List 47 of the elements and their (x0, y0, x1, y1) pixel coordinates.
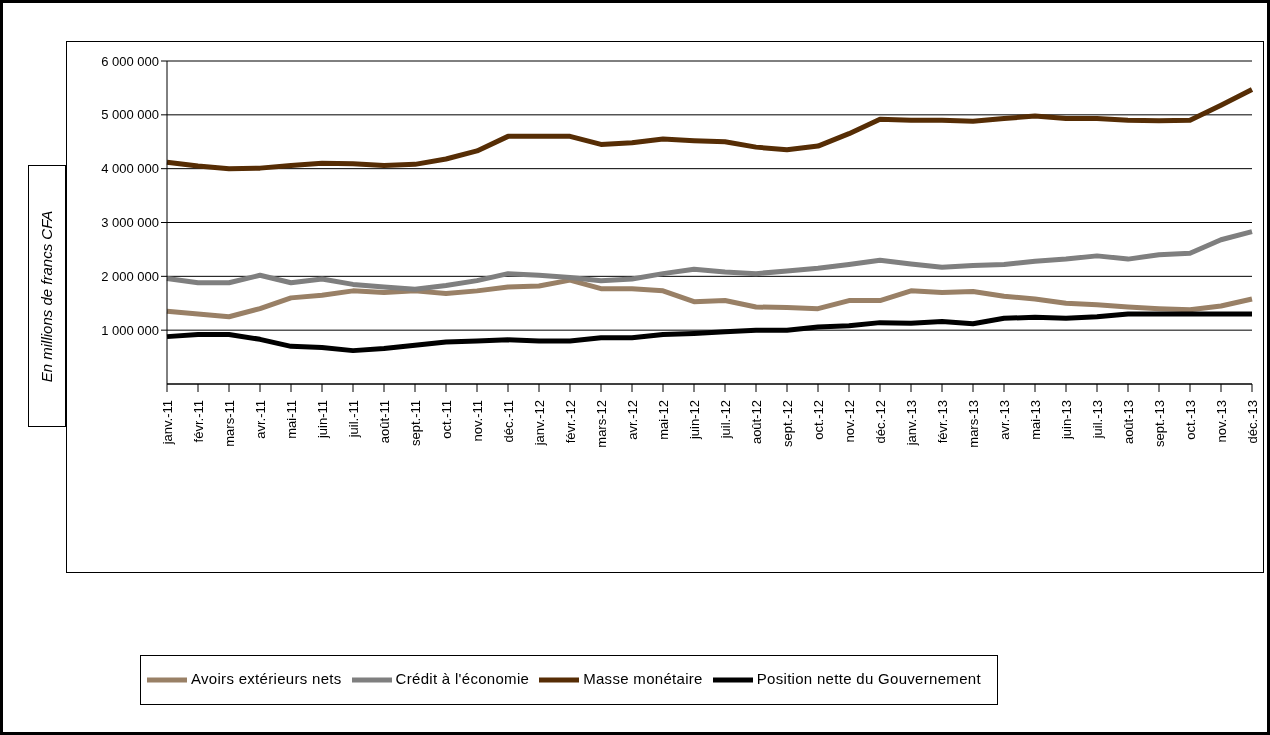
x-tick-label: avr.-12 (624, 400, 640, 440)
y-tick-label: 1 000 000 (101, 322, 159, 338)
x-tick-label: avr.-13 (996, 400, 1012, 440)
x-tick-label: juin-11 (314, 400, 330, 440)
x-tick-label: janv.-11 (159, 400, 175, 446)
legend-label: Masse monétaire (583, 669, 703, 687)
x-tick-label: oct.-11 (438, 400, 454, 439)
x-tick-label: nov.-12 (841, 400, 857, 443)
x-tick-label: mai-11 (283, 400, 299, 439)
x-tick-label: mai-12 (655, 400, 671, 440)
x-tick-label: oct.-12 (810, 400, 826, 440)
x-tick-label: janv.-12 (531, 400, 547, 447)
x-tick-label: févr.-13 (934, 400, 950, 444)
x-tick-label: juin-13 (1058, 400, 1074, 441)
y-tick-label: 6 000 000 (101, 53, 159, 69)
x-tick-label: févr.-11 (190, 400, 206, 443)
x-tick-label: déc.-13 (1244, 400, 1260, 444)
y-axis-title: En millions de francs CFA (38, 210, 56, 382)
x-tick-label: déc.-12 (872, 400, 888, 444)
x-tick-label: oct.-13 (1182, 400, 1198, 440)
y-tick-label: 2 000 000 (101, 268, 159, 284)
x-tick-label: mars-12 (593, 400, 609, 448)
legend-label: Avoirs extérieurs nets (191, 669, 342, 687)
x-tick-label: août-12 (748, 400, 764, 445)
x-tick-label: août-13 (1120, 400, 1136, 445)
x-tick-label: juil.-12 (717, 400, 733, 440)
x-tick-label: sept.-13 (1151, 400, 1167, 447)
legend-label: Position nette du Gouvernement (756, 669, 981, 687)
x-tick-label: juil.-13 (1089, 400, 1105, 440)
x-tick-label: mars-13 (965, 400, 981, 448)
x-tick-label: avr.-11 (252, 400, 268, 439)
y-tick-label: 3 000 000 (101, 215, 159, 231)
x-tick-label: août-11 (376, 400, 392, 444)
x-tick-label: nov.-11 (469, 400, 485, 442)
y-tick-label: 5 000 000 (101, 107, 159, 123)
x-tick-label: sept.-12 (779, 400, 795, 447)
x-tick-label: sept.-11 (407, 400, 423, 447)
legend-label: Crédit à l'économie (395, 669, 530, 687)
x-tick-label: janv.-13 (903, 400, 919, 447)
x-tick-label: mars-11 (221, 400, 237, 447)
x-tick-label: juin-12 (686, 400, 702, 441)
x-tick-label: déc.-11 (500, 400, 516, 443)
y-tick-label: 4 000 000 (101, 161, 159, 177)
x-tick-label: juil.-11 (345, 400, 361, 439)
x-tick-label: févr.-12 (562, 400, 578, 444)
x-tick-label: mai-13 (1027, 400, 1043, 440)
x-tick-label: nov.-13 (1213, 400, 1229, 443)
